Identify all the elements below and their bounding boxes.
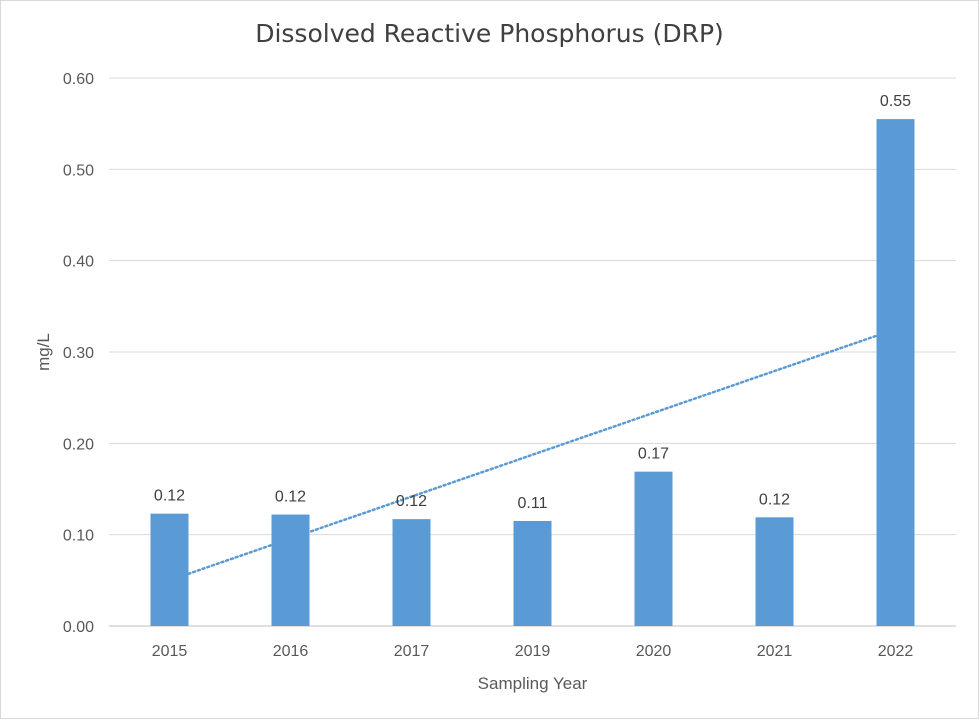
bar-2016 [271, 514, 310, 626]
x-tick-label: 2022 [878, 643, 914, 660]
x-tick-label: 2016 [273, 643, 309, 660]
y-tick-label: 0.00 [63, 619, 94, 636]
x-tick-label: 2020 [636, 643, 672, 660]
x-tick-label: 2017 [394, 643, 430, 660]
bar-2019 [513, 520, 552, 626]
trendline-layer [168, 327, 897, 582]
bar-2022 [876, 119, 915, 626]
y-tick-label: 0.20 [63, 436, 94, 453]
bars [150, 119, 915, 626]
data-label: 0.11 [518, 495, 548, 512]
x-tick-label: 2019 [515, 643, 551, 660]
y-axis-ticks: 0.00 0.10 0.20 0.30 0.40 0.50 0.60 [63, 71, 94, 636]
chart-title: Dissolved Reactive Phosphorus (DRP) [255, 19, 724, 48]
bar-2021 [755, 517, 794, 626]
y-tick-label: 0.30 [63, 345, 94, 362]
data-label: 0.12 [396, 493, 427, 510]
data-labels: 0.12 0.12 0.12 0.11 0.17 0.12 0.55 [154, 93, 911, 512]
data-label: 0.17 [638, 446, 669, 463]
x-axis-title: Sampling Year [478, 674, 588, 693]
data-label: 0.12 [759, 491, 790, 508]
bar-2015 [150, 513, 189, 626]
y-tick-label: 0.50 [63, 162, 94, 179]
data-label: 0.12 [154, 488, 185, 505]
x-tick-label: 2015 [152, 643, 188, 660]
y-axis-title: mg/L [34, 333, 53, 371]
trendline [168, 327, 897, 582]
bar-2020 [634, 471, 673, 626]
y-tick-label: 0.10 [63, 528, 94, 545]
data-label: 0.55 [880, 93, 911, 110]
bar-2017 [392, 519, 431, 626]
x-axis-ticks: 2015 2016 2017 2019 2020 2021 2022 [152, 643, 914, 660]
data-label: 0.12 [275, 489, 306, 506]
y-tick-label: 0.60 [63, 71, 94, 88]
y-tick-label: 0.40 [63, 254, 94, 271]
x-tick-label: 2021 [757, 643, 793, 660]
